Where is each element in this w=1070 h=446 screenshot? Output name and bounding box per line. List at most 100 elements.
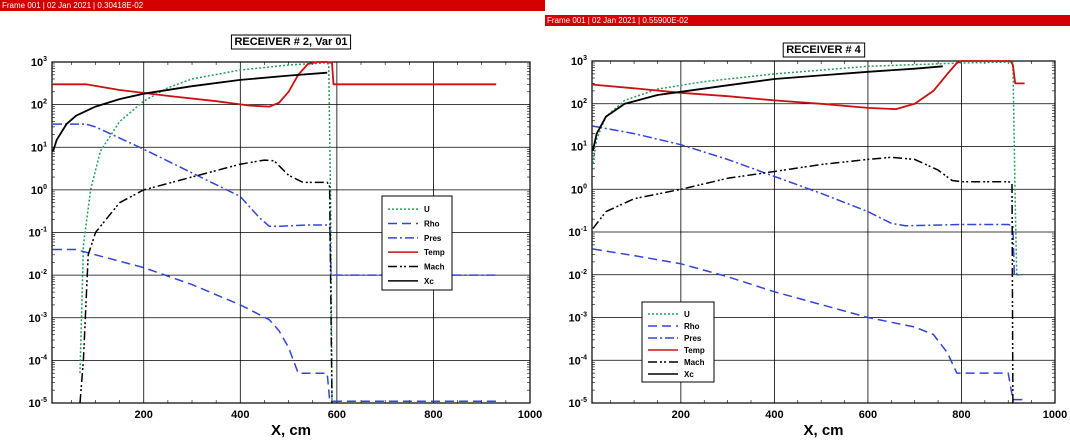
tick-exponent: 0 <box>43 184 47 191</box>
frame-value: 0.55900E-02 <box>642 16 689 25</box>
tick-exponent: -1 <box>41 227 47 234</box>
tick-exponent: 0 <box>583 183 587 190</box>
frame-date: 02 Jan 2021 <box>47 1 92 10</box>
legend-label-pres: Pres <box>424 234 442 243</box>
plot-panel-left: Frame 001 | 02 Jan 2021 | 0.30418E-02 200 4… <box>0 0 545 439</box>
tick-exponent: -2 <box>581 269 587 276</box>
plot-frame <box>591 60 1056 404</box>
tick-base: 10 <box>31 100 43 112</box>
x-tick-label: 600 <box>328 409 346 421</box>
series-line-pres <box>53 123 497 276</box>
series-line-rho <box>592 248 1023 401</box>
chart-receiver-4: 200 400 600 800 100010-510-410-310-210-11001… <box>569 42 1067 439</box>
tick-base: 10 <box>29 398 41 410</box>
tick-base: 10 <box>569 227 581 239</box>
legend-label-mach: Mach <box>424 263 445 272</box>
legend-box <box>381 195 453 291</box>
legend-label-u: U <box>684 310 690 319</box>
tick-base: 10 <box>31 142 43 154</box>
legend-label-temp: Temp <box>424 248 445 257</box>
tick-base: 10 <box>569 270 581 282</box>
tick-exponent: 1 <box>583 141 587 148</box>
tick-exponent: -3 <box>41 312 47 319</box>
x-tick-label: 200 <box>672 409 690 421</box>
tick-base: 10 <box>571 184 583 196</box>
y-tick-label: 10-4 <box>569 354 588 367</box>
tick-base: 10 <box>569 398 581 410</box>
series-line-u <box>592 61 1023 276</box>
legend: U Rho Pres Temp Mach Xc <box>381 195 453 291</box>
chart-title: RECEIVER # 2, Var 01 <box>234 36 347 48</box>
tick-base: 10 <box>29 270 41 282</box>
series-line-mach <box>592 156 1014 403</box>
y-tick-label: 10-2 <box>569 269 588 282</box>
chart-title-box <box>230 34 352 50</box>
legend-label-rho: Rho <box>684 322 700 331</box>
tick-exponent: 3 <box>43 56 47 63</box>
series-line-xc <box>592 65 943 151</box>
series-line-xc <box>52 71 328 152</box>
legend-label-rho: Rho <box>424 220 440 229</box>
series-line-u <box>79 62 333 403</box>
x-tick-label: 800 <box>424 409 442 421</box>
frame-label: Frame 001 <box>547 16 586 25</box>
series-group <box>52 61 497 403</box>
tick-exponent: 3 <box>583 55 587 62</box>
legend-label-mach: Mach <box>684 358 705 367</box>
tick-base: 10 <box>569 355 581 367</box>
y-tick-label: 102 <box>571 98 587 111</box>
frame-info-bar: Frame 001 | 02 Jan 2021 | 0.55900E-02 <box>545 15 1070 26</box>
y-tick-label: 10-3 <box>29 312 48 325</box>
tick-exponent: 2 <box>43 99 47 106</box>
tick-base: 10 <box>29 355 41 367</box>
tick-base: 10 <box>29 313 41 325</box>
x-tick-label: 400 <box>765 409 783 421</box>
minor-ticks <box>52 62 530 403</box>
y-tick-label: 103 <box>31 56 47 69</box>
tick-exponent: -1 <box>581 226 587 233</box>
legend-label-xc: Xc <box>424 277 434 286</box>
tick-exponent: -5 <box>41 397 47 404</box>
x-tick-label: 1000 <box>1043 409 1067 421</box>
tick-base: 10 <box>569 313 581 325</box>
minor-ticks <box>592 61 1055 403</box>
tick-base: 10 <box>29 228 41 240</box>
legend: U Rho Pres Temp Mach Xc <box>641 301 715 383</box>
y-tick-label: 10-5 <box>569 397 588 410</box>
plot-panel-right: Frame 001 | 02 Jan 2021 | 0.55900E-02 200 4… <box>545 0 1070 446</box>
frame-value: 0.30418E-02 <box>97 1 144 10</box>
legend-box <box>641 301 715 383</box>
chart-title: RECEIVER # 4 <box>786 44 861 56</box>
x-axis-title: X, cm <box>803 422 843 439</box>
series-line-rho <box>53 248 497 402</box>
x-tick-label: 200 <box>135 409 153 421</box>
tick-exponent: -2 <box>41 269 47 276</box>
y-tick-label: 10-2 <box>29 269 48 282</box>
tick-exponent: -4 <box>581 354 587 361</box>
y-tick-label: 10-5 <box>29 397 48 410</box>
frame-info-bar: Frame 001 | 02 Jan 2021 | 0.30418E-02 <box>0 0 545 11</box>
legend-label-u: U <box>424 205 430 214</box>
tick-base: 10 <box>571 56 583 68</box>
tick-exponent: -5 <box>581 397 587 404</box>
plot-frame <box>51 61 531 404</box>
x-tick-label: 800 <box>952 409 970 421</box>
y-tick-label: 10-4 <box>29 354 48 367</box>
legend-label-temp: Temp <box>684 346 705 355</box>
tick-exponent: 2 <box>583 98 587 105</box>
y-tick-label: 101 <box>31 141 47 154</box>
y-tick-label: 100 <box>31 184 47 197</box>
y-tick-label: 103 <box>571 55 587 68</box>
tick-exponent: 1 <box>43 141 47 148</box>
grid <box>52 61 530 404</box>
y-tick-label: 10-3 <box>569 312 588 325</box>
y-tick-label: 100 <box>571 183 587 196</box>
legend-label-xc: Xc <box>684 370 694 379</box>
y-tick-label: 101 <box>571 141 587 154</box>
x-axis-title: X, cm <box>271 422 311 439</box>
x-tick-label: 400 <box>231 409 249 421</box>
y-tick-label: 102 <box>31 99 47 112</box>
series-line-mach <box>79 159 333 403</box>
series-line-temp <box>592 60 1025 110</box>
y-tick-label: 10-1 <box>29 227 48 240</box>
